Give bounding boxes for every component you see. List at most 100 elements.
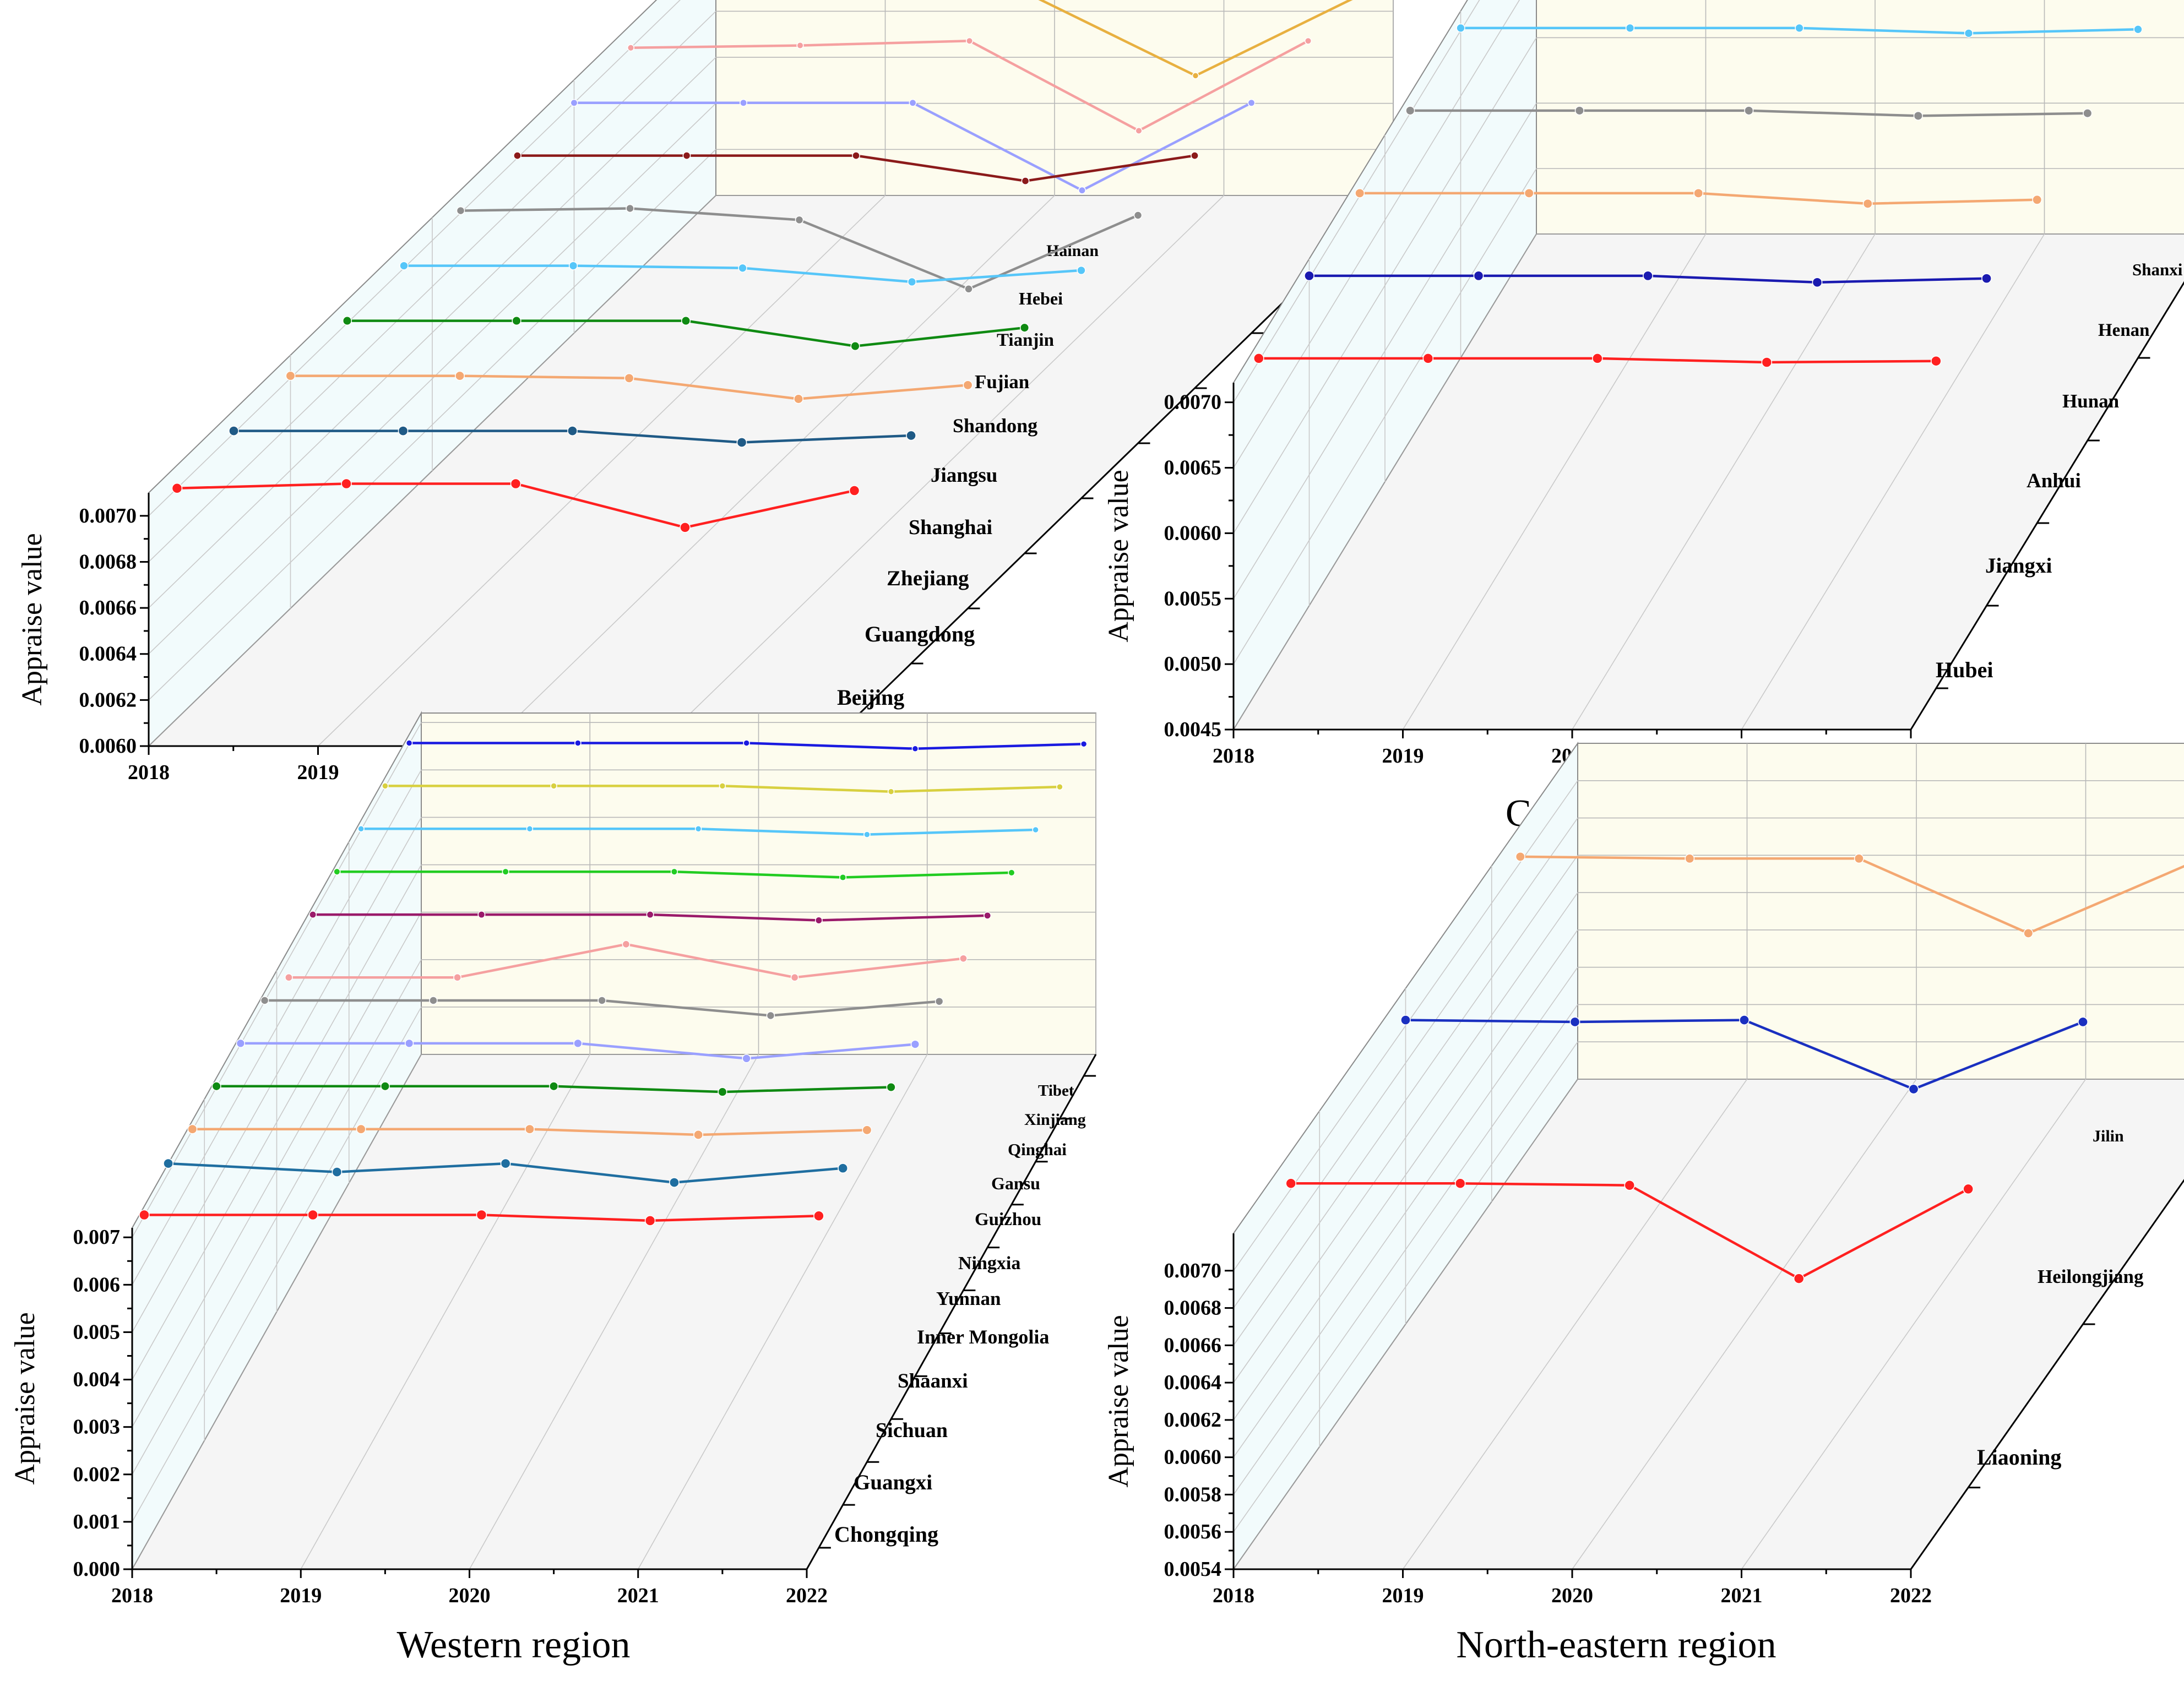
province-label-shanghai: Shanghai — [909, 516, 992, 539]
data-point-hebei-2020 — [965, 37, 974, 45]
data-point-guangdong-2019 — [398, 426, 409, 436]
data-point-heilongjiang-2020 — [1739, 1015, 1750, 1025]
data-point-heilongjiang-2018 — [1400, 1015, 1411, 1025]
data-point-jiangsu-2018 — [399, 261, 409, 270]
province-label-tibet: Tibet — [1038, 1082, 1074, 1100]
data-point-tibet-2018 — [405, 739, 413, 747]
data-point-liaoning-2021 — [1793, 1273, 1805, 1284]
series-group — [1285, 851, 2184, 1284]
y-tick-label: 0.006 — [73, 1273, 121, 1296]
y-tick-label: 0.0070 — [79, 504, 137, 527]
series-tianjin — [570, 99, 1256, 194]
y-axis-label: Appraise value — [17, 533, 48, 705]
floor-grid-line — [469, 1054, 759, 1570]
series-jilin — [1515, 851, 2184, 938]
y-tick-label: 0.0068 — [1164, 1297, 1222, 1320]
data-point-beijing-2018 — [171, 483, 183, 494]
series-gansu — [333, 868, 1015, 882]
series-shaanxi — [211, 1081, 896, 1097]
axes: 0.0045 0.0050 0.0055 0.0060 0.0065 0.0070 2018… — [1164, 260, 2184, 768]
data-point-xinjiang-2018 — [382, 782, 389, 790]
data-point-xinjiang-2022 — [1056, 783, 1063, 791]
series-heilongjiang — [1400, 1015, 2088, 1095]
data-point-inner-mongolia-2022 — [910, 1040, 920, 1049]
data-point-hubei-2019 — [1422, 353, 1434, 364]
data-point-jiangxi-2021 — [1812, 277, 1823, 288]
data-point-fujian-2019 — [682, 151, 691, 160]
y-tick-label: 0.0062 — [79, 688, 137, 711]
data-point-henan-2019 — [1625, 23, 1635, 33]
data-point-heilongjiang-2022 — [2078, 1016, 2088, 1027]
data-point-hunan-2019 — [1574, 106, 1584, 116]
data-point-hunan-2018 — [1405, 106, 1415, 116]
chart-title: Western region — [397, 1624, 631, 1666]
y-tick-label: 0.0055 — [1164, 587, 1222, 610]
data-point-liaoning-2020 — [1624, 1179, 1635, 1191]
province-label-henan: Henan — [2098, 320, 2150, 340]
data-point-chongqing-2019 — [307, 1209, 318, 1221]
series-henan — [1456, 23, 2143, 38]
province-label-ningxia: Ningxia — [958, 1253, 1020, 1274]
x-tick-label: 2022 — [786, 1584, 828, 1607]
data-point-qinghai-2019 — [526, 825, 534, 833]
floor-grid-line — [1741, 1079, 2087, 1570]
data-point-zhejiang-2020 — [624, 373, 634, 383]
floor-grid-line — [300, 1054, 590, 1570]
data-point-qinghai-2021 — [863, 831, 871, 838]
chart-title: North-eastern region — [1456, 1624, 1776, 1666]
series-guizhou — [309, 911, 992, 924]
series-liaoning — [1285, 1178, 1974, 1284]
data-point-ningxia-2020 — [622, 940, 631, 949]
y-tick-label: 0.0064 — [79, 643, 137, 666]
data-point-hebei-2019 — [796, 42, 804, 50]
data-point-zhejiang-2018 — [285, 371, 296, 381]
data-point-shanghai-2021 — [850, 341, 860, 351]
y-tick-label: 0.001 — [73, 1510, 121, 1533]
series-hunan — [1405, 106, 2093, 121]
y-tick-label: 0.007 — [73, 1226, 121, 1249]
x-tick-label: 2020 — [449, 1584, 491, 1607]
series-qinghai — [357, 825, 1039, 838]
data-point-chongqing-2020 — [476, 1209, 487, 1221]
data-point-guizhou-2018 — [309, 911, 317, 919]
back-wall — [1577, 743, 2184, 1080]
province-label-shandong: Shandong — [953, 415, 1037, 437]
y-tick-label: 0.0050 — [1164, 652, 1222, 676]
series-group — [1253, 23, 2143, 368]
data-point-tianjin-2018 — [570, 99, 578, 107]
floor-grid-line — [656, 195, 1225, 747]
data-point-guangdong-2021 — [736, 437, 747, 448]
data-point-fujian-2022 — [1191, 151, 1199, 160]
y-tick-label: 0.002 — [73, 1463, 121, 1486]
province-label-jilin: Jilin — [2093, 1127, 2124, 1145]
data-point-jiangsu-2019 — [568, 261, 578, 270]
y-axis-label: Appraise value — [1103, 1315, 1134, 1487]
data-point-henan-2021 — [1964, 29, 1974, 38]
depth-axis — [806, 1054, 1097, 1570]
y-tick-label: 0.0068 — [79, 550, 137, 573]
data-point-shandong-2019 — [626, 204, 634, 213]
series-shandong — [456, 204, 1143, 293]
data-point-jiangsu-2022 — [1077, 265, 1086, 275]
data-point-shanghai-2019 — [512, 316, 521, 326]
y-tick-label: 0.0070 — [1164, 1259, 1222, 1282]
y-axis-label: Appraise value — [9, 1312, 41, 1484]
floor-grid-line — [1572, 1079, 1917, 1570]
data-point-fujian-2018 — [513, 151, 521, 160]
data-point-yunnan-2019 — [429, 996, 438, 1005]
y-tick-label: 0.005 — [73, 1320, 121, 1343]
data-point-tibet-2020 — [743, 739, 750, 747]
data-point-beijing-2019 — [341, 478, 352, 489]
y-tick-label: 0.0066 — [79, 596, 137, 619]
data-point-guizhou-2021 — [814, 916, 823, 924]
series-fujian — [513, 151, 1199, 185]
province-label-fujian: Fujian — [975, 371, 1029, 393]
data-point-shandong-2020 — [795, 215, 804, 225]
data-point-qinghai-2020 — [694, 825, 702, 833]
data-point-hubei-2022 — [1931, 355, 1942, 367]
eastern-region-chart: 0.0060 0.0062 0.0064 0.0066 0.0068 0.0070 2018… — [17, 0, 1395, 835]
data-point-shanghai-2020 — [681, 316, 691, 326]
series-hebei — [627, 37, 1312, 134]
province-label-zhejiang: Zhejiang — [887, 567, 969, 590]
data-point-fujian-2021 — [1021, 177, 1030, 185]
